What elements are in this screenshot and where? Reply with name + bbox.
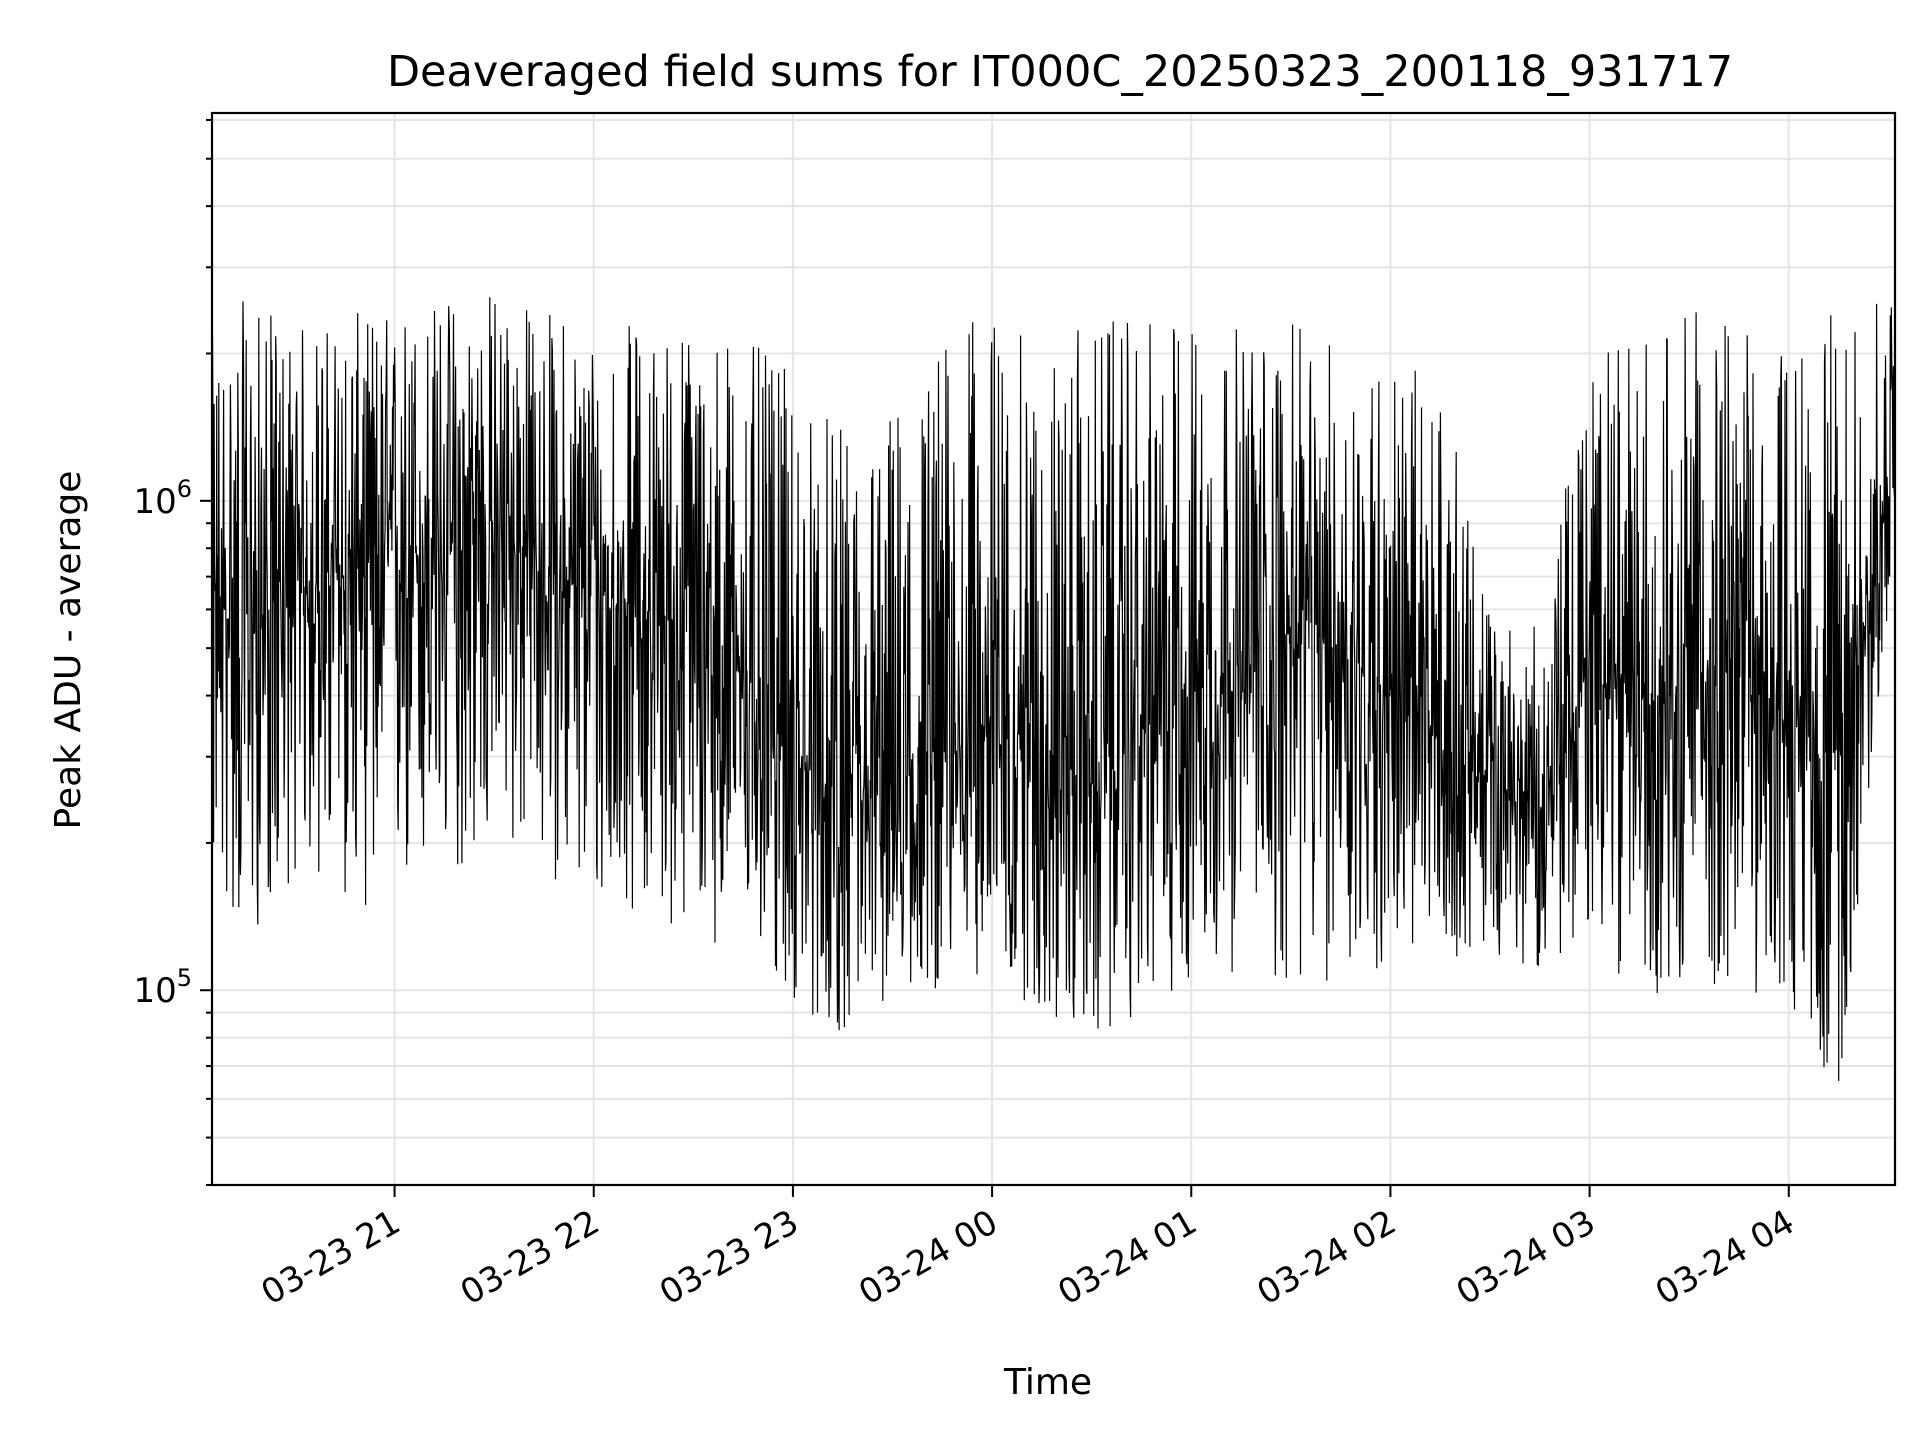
x-tick-label: 03-24 02: [1251, 1202, 1403, 1313]
x-tick-label: 03-24 00: [852, 1202, 1004, 1313]
y-axis-label: Peak ADU - average: [48, 471, 89, 830]
x-axis-ticks: 03-23 21 03-23 22 03-23 23 03-24 00 03-24 01…: [255, 1185, 1801, 1313]
series-line: [211, 297, 1896, 1081]
x-tick-label: 03-24 04: [1649, 1202, 1801, 1313]
x-tick-label: 03-23 23: [653, 1202, 805, 1313]
chart-title: Deaveraged field sums for IT000C_2025032…: [387, 47, 1733, 97]
y-tick-label: 105: [133, 964, 192, 1011]
x-tick-label: 03-23 21: [255, 1202, 407, 1313]
y-axis-ticks: 105 106: [133, 118, 212, 1186]
x-tick-label: 03-23 22: [454, 1202, 606, 1313]
series-layer: [211, 297, 1896, 1081]
x-axis-label: Time: [1003, 1362, 1092, 1403]
y-tick-label: 106: [133, 475, 192, 522]
x-tick-label: 03-24 01: [1051, 1202, 1203, 1313]
x-tick-label: 03-24 03: [1450, 1202, 1602, 1313]
